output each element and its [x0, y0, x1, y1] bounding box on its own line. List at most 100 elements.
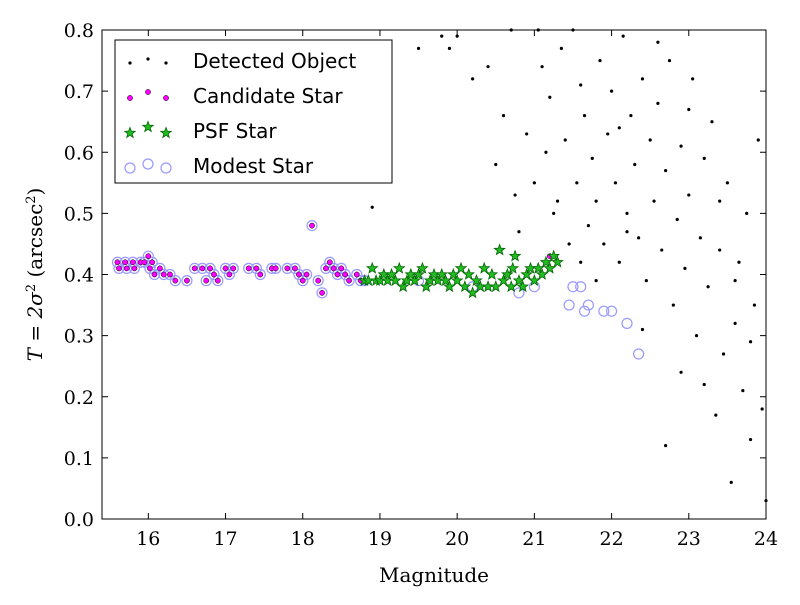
candidate-star-point — [257, 271, 264, 278]
legend-item-detected: Detected Object — [128, 49, 356, 73]
detected-object-point — [494, 162, 498, 167]
detected-object-point — [652, 199, 656, 203]
detected-object-point — [660, 248, 664, 252]
candidate-star-point — [222, 265, 229, 272]
x-tick-label: 24 — [754, 528, 778, 550]
detected-object-point — [586, 224, 591, 228]
detected-object-point — [486, 65, 490, 69]
detected-object-point — [548, 95, 552, 99]
legend-marker-modest — [160, 162, 172, 174]
x-tick-label: 18 — [291, 528, 315, 550]
x-tick-label: 16 — [136, 528, 160, 550]
modest-star-point — [575, 281, 587, 293]
detected-object-point — [706, 285, 710, 289]
psf-star-point — [539, 255, 553, 268]
legend-marker-modest — [124, 162, 136, 174]
detected-object-point — [640, 77, 645, 81]
legend-marker-detected — [146, 57, 150, 61]
psf-star-point — [470, 273, 483, 286]
detected-object-point — [602, 242, 606, 246]
legend: Detected Object Candidate Star PSF Star Mod… — [114, 39, 393, 184]
y-tick-label: 0.4 — [64, 265, 94, 287]
detected-object-point — [756, 138, 760, 142]
psf-star-point — [493, 243, 506, 256]
detected-object-point — [721, 352, 726, 356]
legend-marker-candidate — [145, 89, 151, 95]
detected-object-point — [679, 144, 683, 148]
legend-marker-detected — [128, 61, 132, 65]
detected-object-point — [733, 321, 737, 325]
detected-object-point — [440, 34, 444, 38]
candidate-star-point — [253, 265, 260, 272]
candidate-star-point — [296, 271, 302, 278]
psf-star-point — [392, 261, 406, 274]
candidate-star-point — [334, 271, 341, 278]
candidate-star-point — [230, 265, 237, 272]
legend-box — [114, 39, 393, 184]
modest-star-point — [169, 275, 181, 287]
psf-star-point — [439, 273, 452, 286]
modest-star-point — [154, 262, 166, 274]
candidate-star-point — [299, 277, 306, 284]
candidate-star-point — [303, 271, 310, 278]
detected-object-point — [664, 444, 668, 448]
detected-object-point — [617, 126, 621, 130]
detected-object-point — [694, 334, 699, 338]
psf-star-point — [512, 273, 526, 286]
psf-star-point — [385, 267, 398, 280]
candidate-star-point — [151, 271, 158, 278]
candidate-star-point — [145, 253, 152, 260]
modest-star-point — [633, 348, 645, 360]
x-tick-label: 23 — [677, 528, 701, 550]
x-tick-label: 19 — [368, 528, 392, 550]
detected-object-point — [702, 382, 706, 387]
psf-star-point — [551, 255, 564, 268]
x-tick-label: 20 — [445, 528, 469, 550]
detected-object-point — [729, 480, 733, 484]
psf-star-point — [508, 249, 522, 262]
y-tick-label: 0.1 — [64, 448, 94, 470]
detected-object-point — [455, 34, 459, 38]
detected-object-point — [702, 156, 706, 160]
candidate-star-point — [184, 277, 190, 284]
y-axis-label: T = 2σ2 (arcsec2) — [23, 188, 47, 362]
detected-object-point — [598, 58, 602, 63]
psf-star-point — [547, 249, 560, 262]
plot-area — [111, 28, 768, 503]
psf-star-point — [520, 267, 533, 280]
detected-object-point — [656, 40, 660, 44]
modest-star-point — [223, 268, 235, 281]
legend-label: Modest Star — [193, 154, 314, 178]
candidate-star-point — [114, 259, 121, 266]
candidate-star-point — [147, 265, 153, 272]
psf-star-point — [485, 267, 499, 280]
candidate-star-point — [203, 277, 210, 284]
detected-object-point — [718, 199, 722, 203]
psf-star-point — [408, 273, 422, 286]
detected-object-point — [629, 113, 633, 118]
modest-star-point — [567, 281, 579, 293]
psf-star-point — [516, 280, 530, 293]
candidate-star-point — [323, 265, 329, 272]
detected-object-point — [710, 120, 714, 124]
detected-object-point — [579, 260, 583, 264]
detected-object-point — [625, 211, 629, 215]
detected-object-point — [563, 138, 567, 142]
detected-object-point — [760, 407, 764, 411]
detected-object-point — [687, 107, 691, 112]
y-tick-label: 0.0 — [64, 509, 94, 531]
psf-star-point — [506, 261, 520, 274]
psf-star-point — [535, 267, 549, 280]
detected-object-point — [644, 279, 648, 283]
x-tick-label: 17 — [213, 528, 237, 550]
detected-object-point — [609, 89, 614, 93]
legend-marker-modest — [142, 158, 154, 170]
candidate-star-point — [172, 277, 179, 284]
psf-star-point — [462, 267, 476, 280]
candidate-star-point — [149, 259, 156, 266]
candidate-star-point — [160, 271, 167, 278]
detected-object-point — [671, 303, 675, 307]
detected-object-point — [613, 181, 618, 185]
